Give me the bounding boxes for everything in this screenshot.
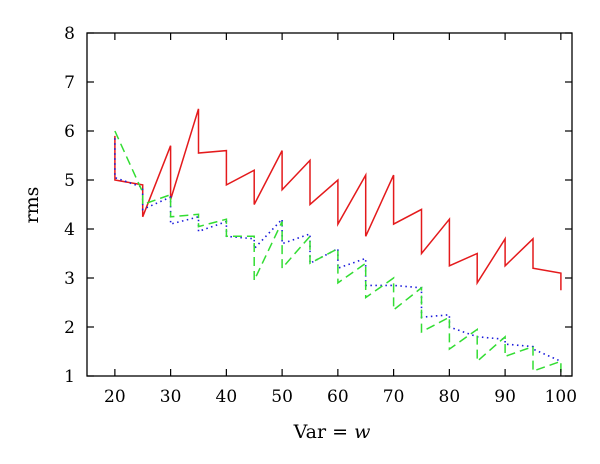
x-tick-label: 80 xyxy=(439,387,461,407)
x-tick-label: 100 xyxy=(545,387,577,407)
tick-labels: 20 30 40 50 60 70 80 90 100 1 2 3 4 5 6 7 8 xyxy=(64,24,577,407)
x-tick-label: 30 xyxy=(160,387,182,407)
x-axis-title-prefix: Var = xyxy=(293,421,354,443)
plot-frame xyxy=(86,32,573,377)
x-tick-label: 60 xyxy=(327,387,349,407)
y-tick-label: 2 xyxy=(64,318,75,338)
y-tick-label: 7 xyxy=(64,73,75,93)
y-tick-label: 8 xyxy=(64,24,75,44)
y-tick-label: 5 xyxy=(64,171,75,191)
x-tick-label: 90 xyxy=(494,387,516,407)
y-tick-label: 1 xyxy=(64,367,75,387)
series-line-1-solid xyxy=(114,108,562,291)
y-tick-label: 4 xyxy=(64,220,75,240)
x-axis-title: Var = w xyxy=(293,421,371,443)
plot-lines xyxy=(114,108,562,374)
y-tick-label: 6 xyxy=(64,122,75,142)
axis-ticks xyxy=(87,32,572,377)
x-tick-label: 40 xyxy=(216,387,238,407)
y-axis-title: rms xyxy=(21,187,43,224)
y-tick-label: 3 xyxy=(64,269,75,289)
x-tick-label: 20 xyxy=(104,387,126,407)
x-axis-title-variable: w xyxy=(354,421,370,443)
x-tick-label: 50 xyxy=(271,387,293,407)
x-tick-label: 70 xyxy=(383,387,405,407)
series-line-3-dashed xyxy=(114,130,562,374)
